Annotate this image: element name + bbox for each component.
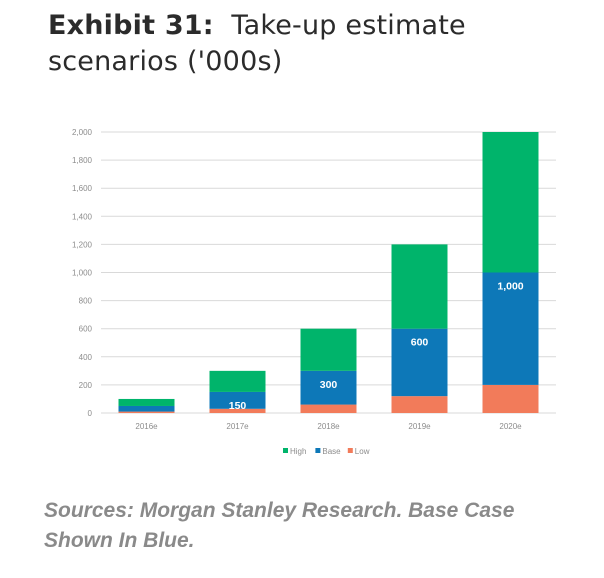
stacked-bar-chart: 0 200 400 600 800 1,000 1,200 1,400 1,600 1,800 2,… (72, 128, 556, 456)
y-tick-label: 1,400 (72, 212, 93, 221)
x-axis-ticks: 2016e 2017e 2018e 2019e 2020e (135, 422, 522, 431)
legend-swatch-high (283, 448, 288, 453)
bar-low-2016e (118, 411, 175, 413)
data-label: 150 (229, 400, 247, 412)
y-tick-label: 2,000 (72, 128, 93, 137)
bar-base-2020e (482, 272, 539, 385)
y-tick-label: 200 (79, 381, 93, 390)
x-tick-label: 2019e (408, 422, 431, 431)
y-tick-label: 800 (79, 297, 93, 306)
bar-high-2019e (391, 244, 448, 329)
y-tick-label: 1,000 (72, 269, 93, 278)
bar-high-2017e (209, 370, 266, 392)
bar-base-2019e (391, 328, 448, 397)
exhibit-label: Exhibit 31: (48, 10, 214, 41)
bar-low-2020e (482, 384, 539, 413)
bar-low-2019e (391, 396, 448, 413)
bar-low-2018e (300, 404, 357, 413)
legend-label-low: Low (355, 447, 370, 456)
y-tick-label: 1,600 (72, 184, 93, 193)
gridlines (101, 131, 556, 414)
x-tick-label: 2020e (499, 422, 522, 431)
data-label: 1,000 (497, 281, 523, 293)
bar-base-2016e (118, 405, 175, 412)
legend-label-base: Base (322, 447, 341, 456)
data-label: 600 (411, 337, 429, 349)
x-tick-label: 2018e (317, 422, 340, 431)
y-tick-label: 1,200 (72, 240, 93, 249)
legend-swatch-low (347, 448, 353, 453)
legend: High Base Low (283, 447, 370, 456)
y-tick-label: 600 (79, 325, 93, 334)
source-line1: Sources: Morgan Stanley Research. Base C… (44, 499, 515, 522)
bars: 150 300 600 1,000 (118, 132, 539, 413)
source-line2: Shown In Blue. (44, 529, 195, 552)
y-tick-label: 0 (88, 409, 93, 418)
bar-high-2016e (118, 398, 175, 406)
source-note: Sources: Morgan Stanley Research. Base C… (44, 496, 584, 556)
title-line1: Take-up estimate (231, 10, 466, 41)
title-line2: scenarios ('000s) (48, 46, 283, 77)
x-tick-label: 2016e (135, 422, 158, 431)
y-tick-label: 1,800 (72, 156, 93, 165)
legend-swatch-base (315, 448, 321, 453)
x-tick-label: 2017e (226, 422, 249, 431)
bar-high-2020e (482, 132, 539, 273)
y-tick-label: 400 (79, 353, 93, 362)
bar-base-2017e (209, 391, 266, 409)
bar-low-2017e (209, 408, 266, 413)
y-axis-ticks: 0 200 400 600 800 1,000 1,200 1,400 1,600 1,800 2,… (72, 128, 93, 418)
bar-high-2018e (300, 328, 357, 371)
data-label: 300 (320, 379, 338, 391)
exhibit-title: Exhibit 31: Take-up estimate scenarios (… (48, 8, 588, 80)
bar-base-2018e (300, 370, 357, 405)
legend-label-high: High (290, 447, 306, 456)
